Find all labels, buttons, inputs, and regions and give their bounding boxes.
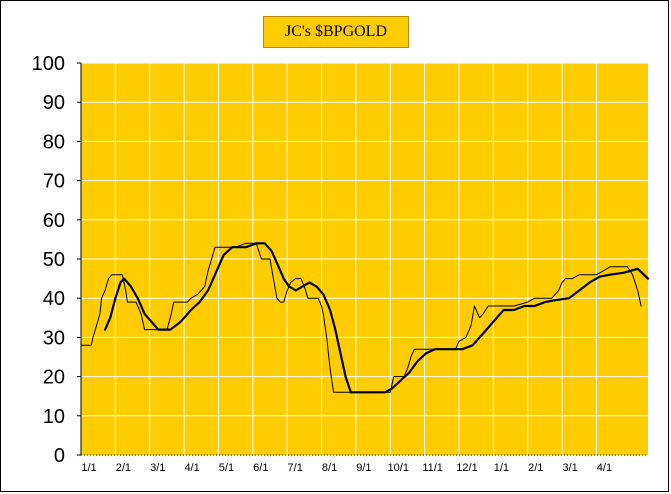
y-tick-label: 40 [43, 288, 65, 310]
x-tick-label: 7/1 [288, 462, 303, 474]
y-tick-label: 30 [43, 327, 65, 349]
y-tick-label: 60 [43, 210, 65, 232]
x-tick-label: 1/1 [494, 462, 509, 474]
x-tick-label: 5/1 [219, 462, 234, 474]
x-tick-label: 4/1 [184, 462, 199, 474]
x-tick-label: 11/1 [422, 462, 443, 474]
y-tick-label: 0 [54, 445, 65, 467]
x-tick-label: 1/1 [81, 462, 96, 474]
smoothed-series-line [104, 242, 650, 394]
x-tick-label: 10/1 [388, 462, 409, 474]
x-tick-label: 12/1 [456, 462, 477, 474]
chart-title: JC's $BPGOLD [263, 16, 409, 48]
x-tick-label: 6/1 [253, 462, 268, 474]
y-tick-label: 70 [43, 171, 65, 193]
x-tick-label: 9/1 [356, 462, 371, 474]
y-tick-label: 10 [43, 406, 65, 428]
y-tick-label: 100 [32, 53, 65, 75]
y-tick-label: 80 [43, 131, 65, 153]
y-tick-label: 20 [43, 367, 65, 389]
y-tick-label: 90 [43, 92, 65, 114]
x-tick-label: 8/1 [322, 462, 337, 474]
x-tick-label: 3/1 [150, 462, 165, 474]
y-tick-label: 50 [43, 249, 65, 271]
raw-series-line [80, 242, 642, 393]
x-tick-label: 3/1 [562, 462, 577, 474]
x-tick-label: 4/1 [597, 462, 612, 474]
x-tick-label: 2/1 [528, 462, 543, 474]
x-tick-label: 2/1 [116, 462, 131, 474]
